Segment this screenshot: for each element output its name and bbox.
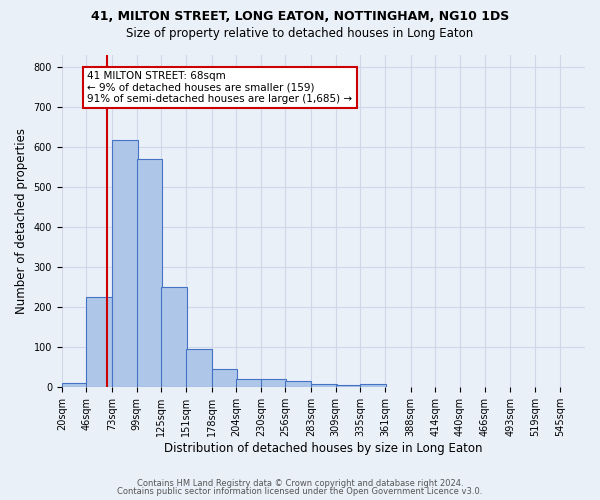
Bar (286, 380, 311, 388)
Y-axis label: Number of detached properties: Number of detached properties (15, 128, 28, 314)
Bar (112, 140, 137, 388)
Bar (336, 386, 361, 388)
Text: 41 MILTON STREET: 68sqm
← 9% of detached houses are smaller (159)
91% of semi-de: 41 MILTON STREET: 68sqm ← 9% of detached… (88, 71, 352, 104)
Text: Size of property relative to detached houses in Long Eaton: Size of property relative to detached ho… (127, 28, 473, 40)
X-axis label: Distribution of detached houses by size in Long Eaton: Distribution of detached houses by size … (164, 442, 482, 455)
Bar (137, 159, 162, 388)
Bar (261, 378, 286, 388)
Bar (236, 378, 262, 388)
Bar (86, 298, 112, 388)
Text: Contains HM Land Registry data © Crown copyright and database right 2024.: Contains HM Land Registry data © Crown c… (137, 478, 463, 488)
Bar (212, 369, 237, 388)
Text: Contains public sector information licensed under the Open Government Licence v3: Contains public sector information licen… (118, 487, 482, 496)
Bar (161, 287, 187, 388)
Bar (62, 384, 88, 388)
Bar (311, 384, 337, 388)
Bar (186, 349, 212, 388)
Text: 41, MILTON STREET, LONG EATON, NOTTINGHAM, NG10 1DS: 41, MILTON STREET, LONG EATON, NOTTINGHA… (91, 10, 509, 23)
Bar (361, 384, 386, 388)
